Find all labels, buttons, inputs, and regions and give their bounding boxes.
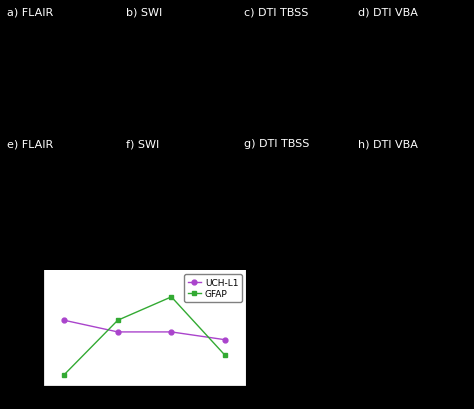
- Text: i) Biomarker: i) Biomarker: [43, 258, 111, 268]
- Text: e) FLAIR: e) FLAIR: [7, 139, 54, 149]
- Text: c) DTI TBSS: c) DTI TBSS: [244, 8, 309, 18]
- Text: g) DTI TBSS: g) DTI TBSS: [244, 139, 310, 149]
- Text: h) DTI VBA: h) DTI VBA: [358, 139, 418, 149]
- Legend: UCH-L1, GFAP: UCH-L1, GFAP: [184, 274, 242, 302]
- X-axis label: Time Post-Injury: Time Post-Injury: [108, 404, 181, 409]
- Text: d) DTI VBA: d) DTI VBA: [358, 8, 418, 18]
- Text: f) SWI: f) SWI: [126, 139, 159, 149]
- Text: a) FLAIR: a) FLAIR: [7, 8, 54, 18]
- Y-axis label: UCH-L1 Serum [ng/ml]: UCH-L1 Serum [ng/ml]: [266, 277, 275, 379]
- Text: b) SWI: b) SWI: [126, 8, 162, 18]
- Y-axis label: GFAP Serum [ng/ml]: GFAP Serum [ng/ml]: [7, 283, 16, 373]
